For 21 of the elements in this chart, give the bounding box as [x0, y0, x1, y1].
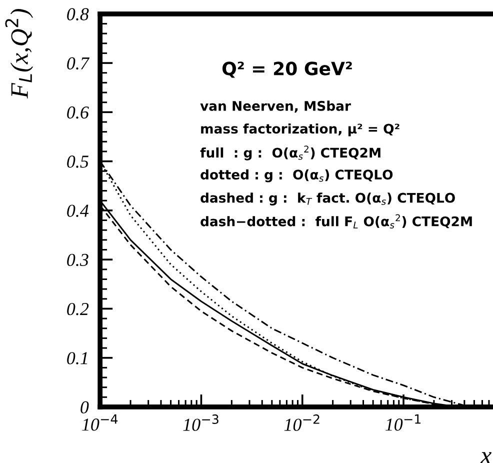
- y-tick-label: 0.5: [67, 156, 88, 168]
- y-tick-label: 0.6: [67, 106, 89, 119]
- x-tick-label: 10$^{−3}$: [183, 414, 218, 431]
- y-tick-label: 0.3: [67, 254, 88, 266]
- annotation: mass factorization, μ² = Q²: [201, 123, 400, 136]
- x-tick-label: 10$^{−1}$: [385, 414, 421, 431]
- y-tick-label: 0.4: [67, 204, 89, 217]
- annotation: van Neerven, MSbar: [200, 100, 351, 113]
- y-tick-label: 0.8: [67, 8, 89, 20]
- y-tick-label: 0.7: [67, 57, 90, 70]
- x-tick-label: 10$^{−2}$: [284, 414, 320, 431]
- annotation: dash−dotted : full F$_{L}$ O(α$_{s}$$^{2}$) CTEQ2M: [200, 214, 472, 228]
- y-tick-label: 0.2: [67, 302, 89, 316]
- annotation: full : g : O(α$_{s}$$^{2}$) CTEQ2M: [200, 146, 380, 160]
- y-tick-label: 0: [80, 401, 89, 414]
- y-tick-label: 0.1: [67, 352, 88, 364]
- annotation: dotted : g : O(α$_{s}$) CTEQLO: [200, 169, 393, 182]
- annotation: Q² = 20 GeV²: [222, 62, 352, 78]
- x-tick-label: 10$^{−4}$: [82, 414, 118, 431]
- y-axis-title: F$_{L}$(x,Q$^{2}$): [5, 9, 34, 98]
- annotation: dashed : g : k$_{T}$ fact. O(α$_{s}$) CTEQLO: [200, 192, 455, 206]
